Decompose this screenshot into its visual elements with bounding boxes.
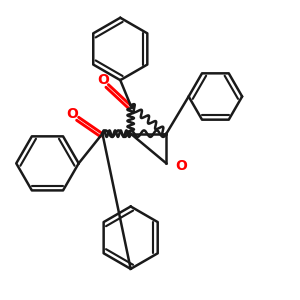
Text: O: O <box>97 73 109 87</box>
Text: O: O <box>175 159 187 173</box>
Text: O: O <box>66 107 78 121</box>
